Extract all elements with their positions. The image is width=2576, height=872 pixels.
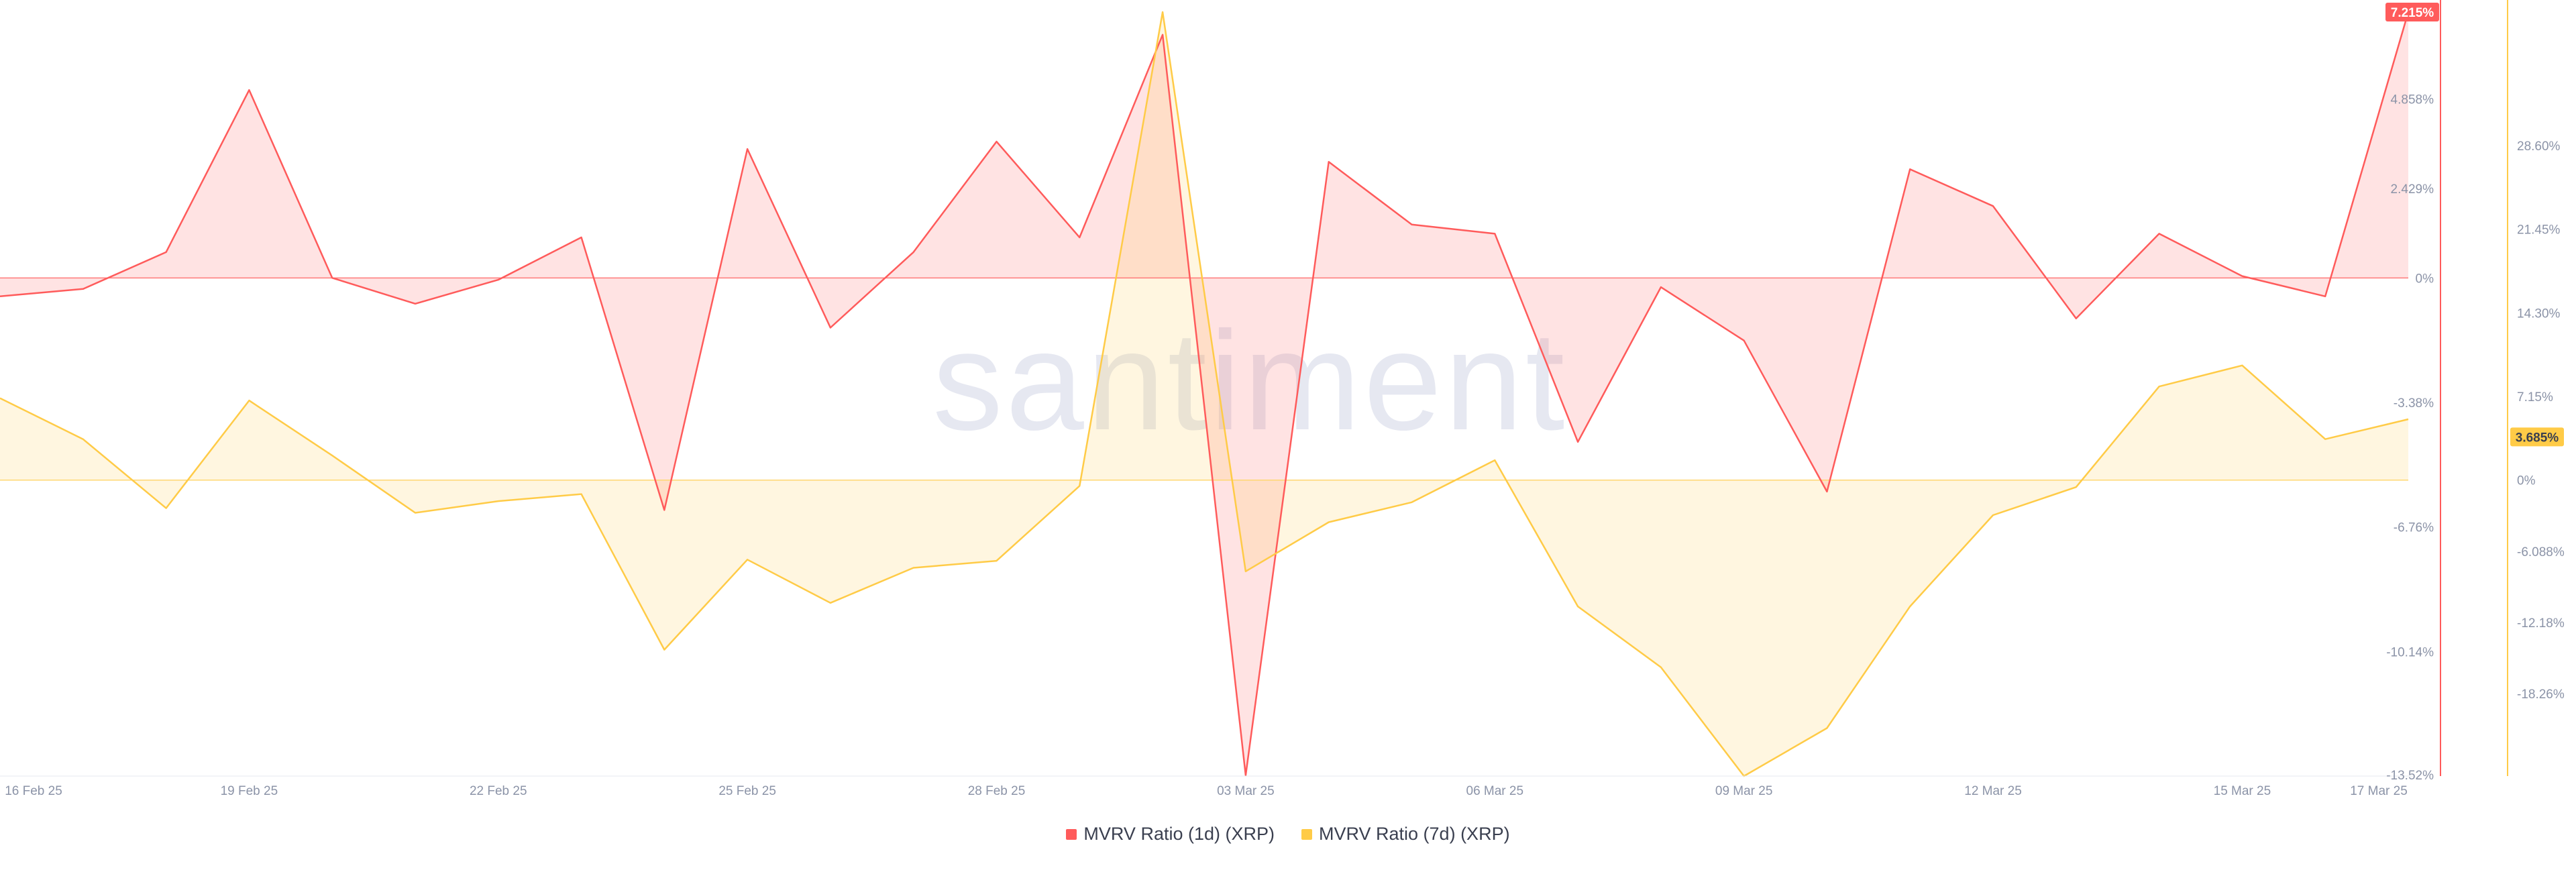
x-axis-tick-label: 19 Feb 25 [221, 784, 278, 798]
series-areas [0, 12, 2408, 776]
series-line [0, 11, 2410, 777]
left-axis-tick-label: 2.429% [2391, 182, 2434, 197]
right-axis-tick-label: 7.15% [2517, 390, 2553, 404]
x-axis-tick-label: 16 Feb 25 [5, 784, 62, 798]
zero-lines [0, 277, 2408, 481]
x-axis-tick-label: 25 Feb 25 [718, 784, 776, 798]
left-axis-tick-label: -13.52% [2386, 769, 2434, 783]
legend-swatch-yellow [1301, 828, 1312, 840]
series-line [0, 11, 2409, 777]
left-axis-tick-label: -3.38% [2394, 396, 2434, 411]
last-value-badge-7d: 3.685% [2516, 431, 2559, 445]
santiment-watermark: santiment [932, 302, 1567, 459]
x-axis-tick-label: 03 Mar 25 [1217, 784, 1275, 798]
left-axis-tick-label: -10.14% [2386, 645, 2434, 659]
x-axis-tick-label: 12 Mar 25 [1964, 784, 2022, 798]
left-axis-tick-label: 4.858% [2391, 93, 2434, 107]
axes [0, 0, 2508, 777]
x-axis-tick-label: 17 Mar 25 [2350, 784, 2408, 798]
right-axis-tick-label: -6.088% [2517, 545, 2565, 559]
series-area [0, 12, 2408, 776]
last-value-badge-7d-bg [2510, 427, 2564, 447]
right-axis-tick-label: -12.18% [2517, 616, 2565, 631]
left-axis-tick-label: 0% [2416, 272, 2434, 286]
legend-item-mvrv-1d[interactable]: MVRV Ratio (1d) (XRP) [1066, 824, 1275, 844]
value-badges: 7.215% 3.685% [2385, 3, 2564, 447]
series-lines [0, 11, 2410, 777]
legend-label: MVRV Ratio (1d) (XRP) [1083, 824, 1275, 844]
right-axis-tick-label: -18.26% [2517, 688, 2565, 702]
right-axis-tick-label: 21.45% [2517, 223, 2561, 237]
legend-swatch-red [1066, 828, 1077, 840]
x-axis-tick-label: 22 Feb 25 [470, 784, 527, 798]
x-axis-tick-label: 06 Mar 25 [1466, 784, 1524, 798]
right-axis-tick-label: 28.60% [2517, 140, 2561, 154]
x-axis-tick-label: 15 Mar 25 [2214, 784, 2271, 798]
series-area [0, 12, 2408, 775]
legend: MVRV Ratio (1d) (XRP) MVRV Ratio (7d) (X… [0, 824, 2576, 844]
x-axis-tick-label: 09 Mar 25 [1715, 784, 1773, 798]
right-axis-tick-label: 0% [2517, 474, 2536, 488]
left-axis-tick-label: -6.76% [2394, 521, 2434, 535]
tick-labels: 4.858% 2.429% 0% -3.38% -6.76% -10.14% -13.52%… [5, 93, 2565, 798]
legend-item-mvrv-7d[interactable]: MVRV Ratio (7d) (XRP) [1301, 824, 1510, 844]
last-value-badge-1d-bg [2385, 3, 2439, 21]
x-axis-tick-label: 28 Feb 25 [968, 784, 1026, 798]
last-value-badge-1d: 7.215% [2391, 6, 2434, 20]
right-axis-tick-label: 14.30% [2517, 307, 2561, 321]
legend-label: MVRV Ratio (7d) (XRP) [1319, 824, 1510, 844]
